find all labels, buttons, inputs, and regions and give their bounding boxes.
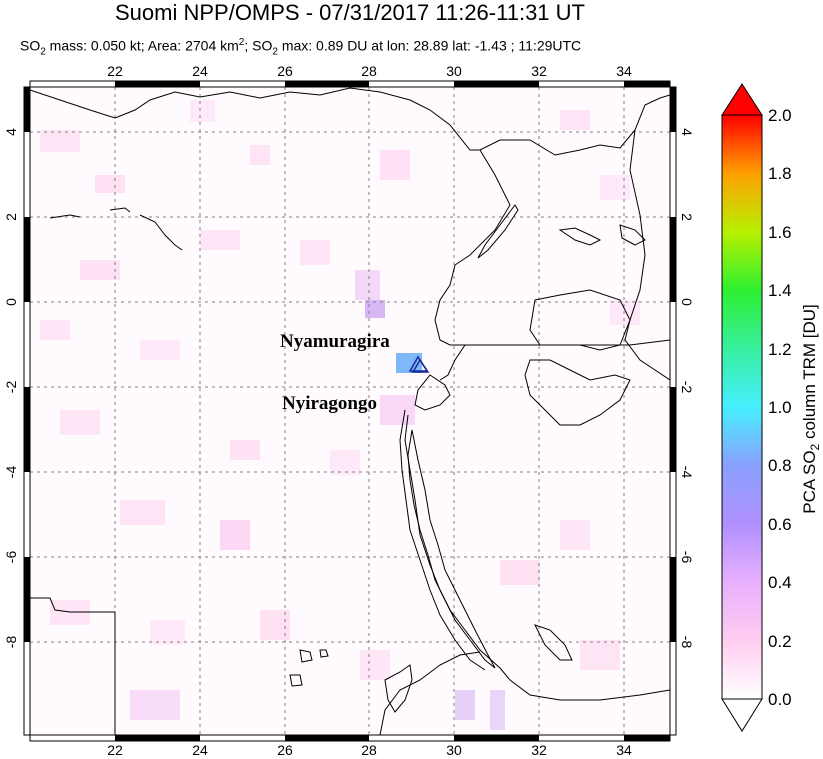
lat-label-right: -6 — [679, 551, 695, 564]
lon-label-bottom: 22 — [107, 742, 123, 758]
lat-label-left: 2 — [3, 213, 19, 221]
lon-label-top: 22 — [107, 63, 123, 79]
lat-label-left: -4 — [3, 466, 19, 479]
colorbar-gradient — [721, 114, 763, 700]
colorbar-tick: 1.2 — [768, 340, 792, 359]
lon-label-bottom: 30 — [446, 742, 462, 758]
lon-label-top: 34 — [616, 63, 632, 79]
colorbar-tick: 0.4 — [768, 573, 792, 592]
volcanoes: Nyamuragira Nyiragongo — [280, 331, 430, 414]
lon-label-top: 24 — [192, 63, 208, 79]
lon-label-bottom: 34 — [616, 742, 632, 758]
lat-label-left: 0 — [3, 298, 19, 306]
lon-label-bottom: 24 — [192, 742, 208, 758]
map-subtitle: SO2 mass: 0.050 kt; Area: 2704 km2; SO2 … — [20, 37, 582, 58]
lon-label-bottom: 26 — [277, 742, 293, 758]
lon-label-top: 30 — [446, 63, 462, 79]
coastlines — [30, 87, 670, 735]
colorbar-tick: 1.4 — [768, 281, 792, 300]
volcano-label-nyamuragira: Nyamuragira — [280, 331, 390, 352]
colorbar-max-arrow — [721, 83, 763, 116]
colorbar-min-arrow — [721, 698, 763, 732]
lat-label-right: -2 — [679, 381, 695, 394]
colorbar-title: PCA SO2 column TRM [DU] — [800, 304, 822, 514]
lat-label-left: 4 — [3, 128, 19, 136]
colorbar-tick: 0.2 — [768, 632, 792, 651]
colorbar-tick: 1.6 — [768, 223, 792, 242]
lon-label-top: 26 — [277, 63, 293, 79]
map-area — [30, 87, 670, 735]
so2-pixels — [40, 100, 640, 730]
lat-label-left: -6 — [3, 551, 19, 564]
lat-label-left: -8 — [3, 636, 19, 649]
volcano-label-nyiragongo: Nyiragongo — [282, 393, 377, 414]
colorbar-tick: 0.6 — [768, 515, 792, 534]
lon-label-bottom: 32 — [531, 742, 547, 758]
colorbar-tick: 1.0 — [768, 398, 792, 417]
lat-label-right: -4 — [679, 466, 695, 479]
lon-label-top: 32 — [531, 63, 547, 79]
lat-label-right: 2 — [679, 213, 695, 221]
colorbar-tick: 0.8 — [768, 456, 792, 475]
lat-label-right: 4 — [679, 128, 695, 136]
colorbar-tick: 0.0 — [768, 690, 792, 709]
colorbar: 0.0 0.2 0.4 0.6 0.8 1.0 1.2 1.4 1.6 1.8 … — [721, 83, 822, 732]
volcano-triangle-icon — [411, 358, 430, 373]
colorbar-ticks: 0.0 0.2 0.4 0.6 0.8 1.0 1.2 1.4 1.6 1.8 … — [768, 106, 792, 709]
lat-label-left: -2 — [3, 381, 19, 394]
colorbar-tick: 1.8 — [768, 164, 792, 183]
lat-label-right: 0 — [679, 298, 695, 306]
map-frame — [23, 80, 677, 742]
lon-label-bottom: 28 — [361, 742, 377, 758]
colorbar-tick: 2.0 — [768, 106, 792, 125]
lon-label-top: 28 — [361, 63, 377, 79]
lat-label-right: -8 — [679, 636, 695, 649]
map-title: Suomi NPP/OMPS - 07/31/2017 11:26-11:31 … — [115, 0, 585, 25]
lat-labels: 4 2 0 -2 -4 -6 -8 4 2 0 -2 -4 -6 -8 — [3, 128, 695, 649]
lon-labels: 22 24 26 28 30 32 34 22 24 26 28 30 32 3… — [107, 63, 632, 758]
